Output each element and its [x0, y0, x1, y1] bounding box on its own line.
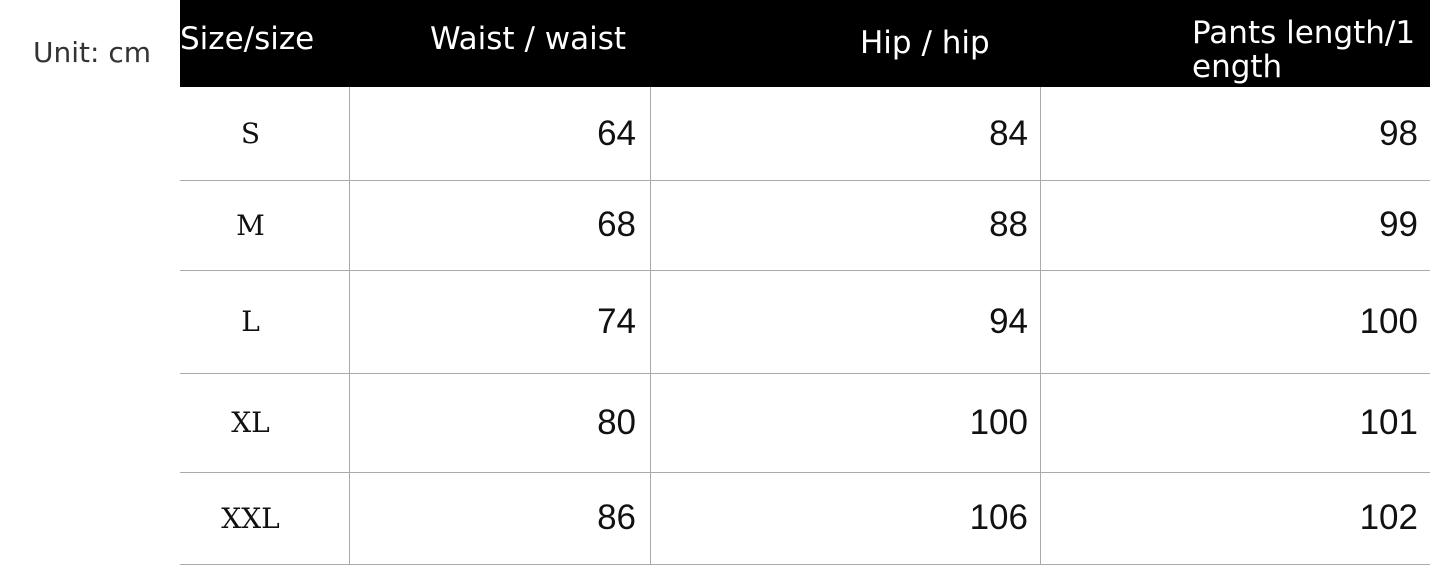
table-row: S 64 84 98: [180, 87, 1430, 181]
table-row: L 74 94 100: [180, 270, 1430, 374]
cell-length: 99: [1379, 205, 1418, 244]
cell-hip: 84: [651, 87, 1041, 180]
header-waist: Waist / waist: [430, 21, 627, 57]
cell-length: 100: [1359, 301, 1418, 341]
cell-hip: 106: [651, 472, 1041, 564]
cell-waist: 68: [350, 180, 651, 270]
cell-size: XXL: [180, 472, 350, 564]
size-table: S 64 84 98 M 68 88 99 L 74 94 100 XL 80 100 101 XXL 86 106…: [180, 87, 1430, 565]
cell-size: XL: [180, 373, 350, 472]
cell-length: 101: [1359, 402, 1418, 442]
cell-size: M: [180, 180, 350, 270]
cell-size: L: [180, 270, 350, 373]
cell-hip: 88: [651, 180, 1041, 270]
table-header: Size/size Waist / waist Hip / hip Pants …: [180, 0, 1430, 87]
cell-waist: 64: [350, 87, 651, 180]
table-row: XXL 86 106 102: [180, 472, 1430, 565]
header-hip: Hip / hip: [860, 25, 990, 61]
header-pants-length: Pants length/1 ength: [1192, 15, 1416, 85]
unit-label: Unit: cm: [33, 36, 152, 69]
cell-hip: 100: [651, 373, 1041, 472]
header-size: Size/size: [180, 21, 315, 57]
table-row: XL 80 100 101: [180, 373, 1430, 473]
cell-length: 102: [1359, 498, 1418, 537]
cell-waist: 74: [350, 270, 651, 373]
table-row: M 68 88 99: [180, 180, 1430, 271]
cell-waist: 80: [350, 373, 651, 472]
cell-waist: 86: [350, 472, 651, 564]
cell-hip: 94: [651, 270, 1041, 373]
cell-size: S: [180, 87, 350, 180]
cell-length: 98: [1379, 113, 1418, 153]
